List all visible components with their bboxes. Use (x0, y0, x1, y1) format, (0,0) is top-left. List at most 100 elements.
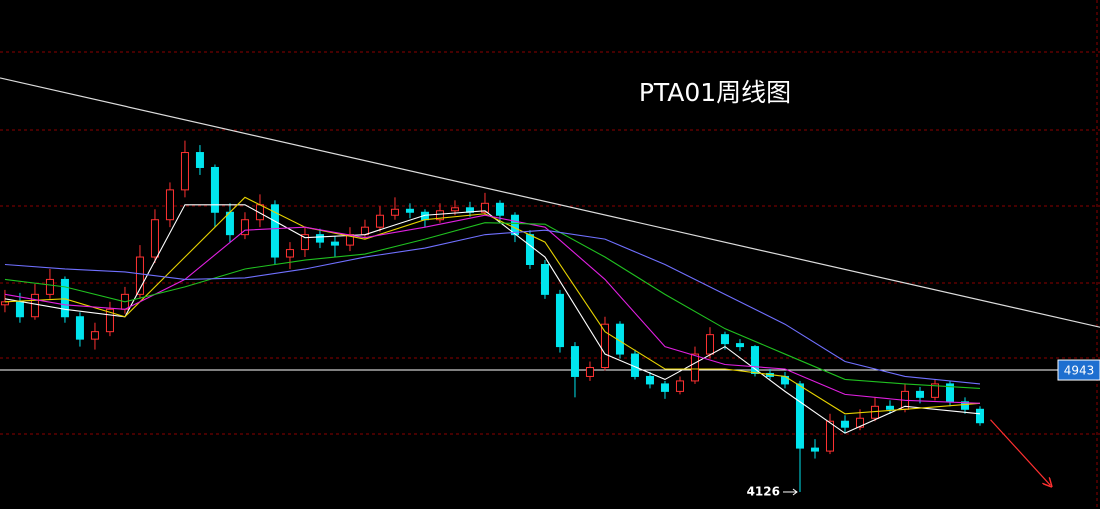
candle (930, 379, 939, 401)
candle-body (375, 214, 384, 228)
candle (735, 339, 744, 352)
candle (810, 439, 819, 459)
candle-body (150, 219, 159, 258)
candle (705, 327, 714, 359)
candle (675, 376, 684, 395)
candle-body (330, 241, 339, 246)
candle-body (195, 152, 204, 168)
candle-body (810, 447, 819, 452)
candle (660, 380, 669, 399)
price-marker-label: 4943 (1064, 364, 1095, 378)
candle (165, 182, 174, 228)
candle-body (555, 293, 564, 348)
candle (480, 192, 489, 216)
candle (270, 200, 279, 265)
moving-average (4, 214, 981, 404)
candle-body (735, 343, 744, 348)
candle-body (45, 278, 54, 295)
candle (405, 203, 414, 219)
candle (825, 413, 834, 455)
candle (420, 209, 429, 228)
candle-body (15, 301, 24, 318)
candle (630, 349, 639, 380)
candle (510, 212, 519, 243)
candle-body (30, 293, 39, 318)
candle (870, 397, 879, 422)
candle (375, 206, 384, 232)
candle-body (435, 210, 444, 221)
candle (60, 276, 69, 323)
candle (795, 380, 804, 492)
candle-body (870, 405, 879, 419)
candle (690, 346, 699, 384)
candle-body (750, 346, 759, 374)
candle-body (480, 202, 489, 213)
trend-line (990, 419, 1050, 486)
chart-title: PTA01周线图 (639, 78, 791, 107)
candle (150, 209, 159, 264)
candle-body (165, 189, 174, 221)
moving-average (4, 222, 981, 389)
candle (585, 361, 594, 381)
candle-body (180, 152, 189, 191)
candle (360, 219, 369, 240)
candle (315, 228, 324, 249)
low-arrow-head (792, 488, 798, 496)
candle-body (570, 346, 579, 377)
candle-body (690, 353, 699, 382)
candle (345, 227, 354, 252)
candle-body (240, 219, 249, 236)
candle (195, 145, 204, 175)
candle-body (495, 202, 504, 216)
candle (240, 212, 249, 240)
candle-body (105, 308, 114, 333)
candle (285, 242, 294, 269)
candle-body (285, 249, 294, 258)
candle (180, 140, 189, 198)
candle-body (75, 316, 84, 340)
trend-line (0, 77, 1100, 328)
candle (30, 283, 39, 320)
candle (645, 371, 654, 389)
candle (210, 164, 219, 228)
candle-body (585, 366, 594, 377)
moving-average (4, 204, 981, 434)
candle (435, 203, 444, 223)
candle (135, 245, 144, 299)
candle-body (795, 383, 804, 449)
candle-body (660, 383, 669, 392)
candle-body (960, 401, 969, 410)
candle (0, 289, 9, 313)
candle-body (405, 208, 414, 213)
price-marker-box (1057, 359, 1100, 381)
candle (255, 194, 264, 228)
candle (780, 371, 789, 389)
candle-body (975, 408, 984, 424)
candle (330, 236, 339, 258)
candle-body (720, 334, 729, 345)
candle-body (645, 375, 654, 385)
candle-body (675, 380, 684, 392)
candle-body (540, 264, 549, 295)
candle (90, 322, 99, 350)
candle-body (270, 204, 279, 258)
candle-body (60, 278, 69, 318)
candle (975, 406, 984, 426)
candle (885, 400, 894, 414)
candle-body (930, 383, 939, 398)
candle-body (210, 166, 219, 213)
candle (75, 312, 84, 347)
candle (750, 345, 759, 377)
candle-body (510, 214, 519, 236)
candle-body (450, 207, 459, 212)
candle (390, 197, 399, 220)
candle-body (135, 256, 144, 295)
candle (900, 383, 909, 413)
candle-body (225, 211, 234, 236)
candle (300, 227, 309, 258)
candle-body (885, 405, 894, 410)
candle-body (705, 334, 714, 355)
